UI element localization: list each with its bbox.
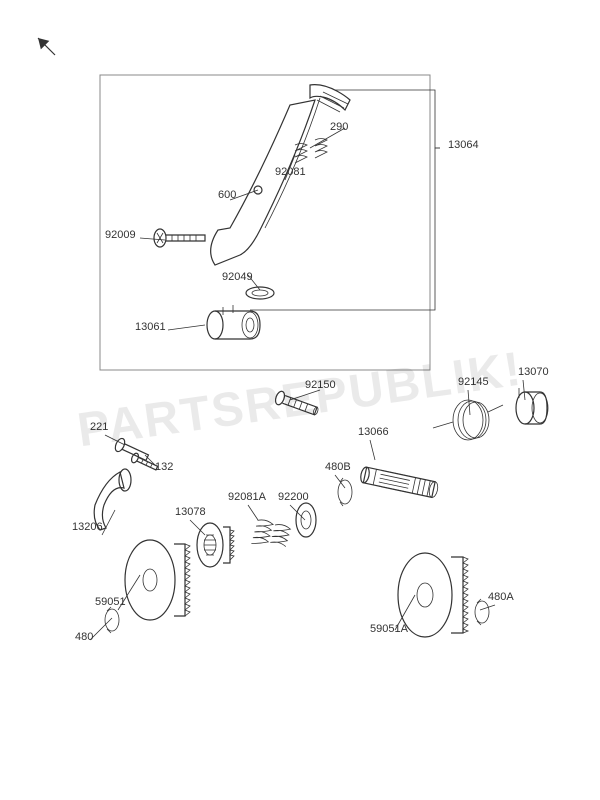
spring-92145 — [433, 400, 503, 440]
washer-92200 — [296, 503, 316, 537]
bolt-92150 — [274, 390, 320, 418]
corner-arrow — [34, 34, 59, 59]
leader-line — [105, 435, 125, 445]
label-59051: 59051 — [95, 596, 126, 608]
part-labels: 13064 290 92081 600 92009 92049 13061 92150 9214… — [72, 121, 549, 643]
label-13078: 13078 — [175, 506, 206, 518]
ratchet-13078 — [197, 523, 234, 567]
leader-line — [523, 380, 525, 400]
label-132: 132 — [155, 461, 173, 473]
leader-line — [140, 238, 165, 240]
screw-92009 — [154, 229, 205, 247]
leader-line — [335, 90, 440, 148]
label-92009: 92009 — [105, 229, 136, 241]
label-92049: 92049 — [222, 271, 253, 283]
circlip-480 — [105, 607, 119, 633]
seal-92049 — [246, 287, 274, 299]
label-92145: 92145 — [458, 376, 489, 388]
gear-59051a — [398, 553, 468, 637]
shaft-13066 — [359, 466, 439, 498]
label-13066: 13066 — [358, 426, 389, 438]
leader-line — [248, 505, 258, 520]
label-92150: 92150 — [305, 379, 336, 391]
label-92081: 92081 — [275, 166, 306, 178]
label-600: 600 — [218, 189, 236, 201]
label-480A: 480A — [488, 591, 514, 603]
label-13070: 13070 — [518, 366, 549, 378]
label-480B: 480B — [325, 461, 351, 473]
label-13061: 13061 — [135, 321, 166, 333]
leader-line — [335, 475, 345, 488]
diagram-container: 13064 290 92081 600 92009 92049 13061 92150 9214… — [0, 0, 600, 800]
label-92200: 92200 — [278, 491, 309, 503]
gear-59051 — [125, 540, 190, 620]
label-59051A: 59051A — [370, 623, 409, 635]
diagram-svg: 13064 290 92081 600 92009 92049 13061 92150 9214… — [0, 0, 600, 800]
leader-line — [370, 440, 375, 460]
label-221: 221 — [90, 421, 108, 433]
circlip-480a — [475, 599, 489, 625]
label-290: 290 — [330, 121, 348, 133]
leader-line — [290, 390, 320, 400]
guide-13070 — [516, 388, 548, 424]
label-13064: 13064 — [448, 139, 479, 151]
label-92081A: 92081A — [228, 491, 267, 503]
leader-line — [468, 390, 470, 415]
label-13206: 13206 — [72, 521, 103, 533]
label-480: 480 — [75, 631, 93, 643]
spring-92081a — [251, 518, 291, 552]
leader-line — [168, 325, 205, 330]
